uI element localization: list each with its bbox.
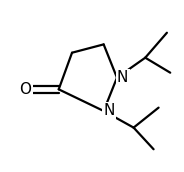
Text: N: N: [117, 70, 128, 85]
Text: O: O: [20, 82, 31, 97]
Text: N: N: [104, 104, 115, 119]
